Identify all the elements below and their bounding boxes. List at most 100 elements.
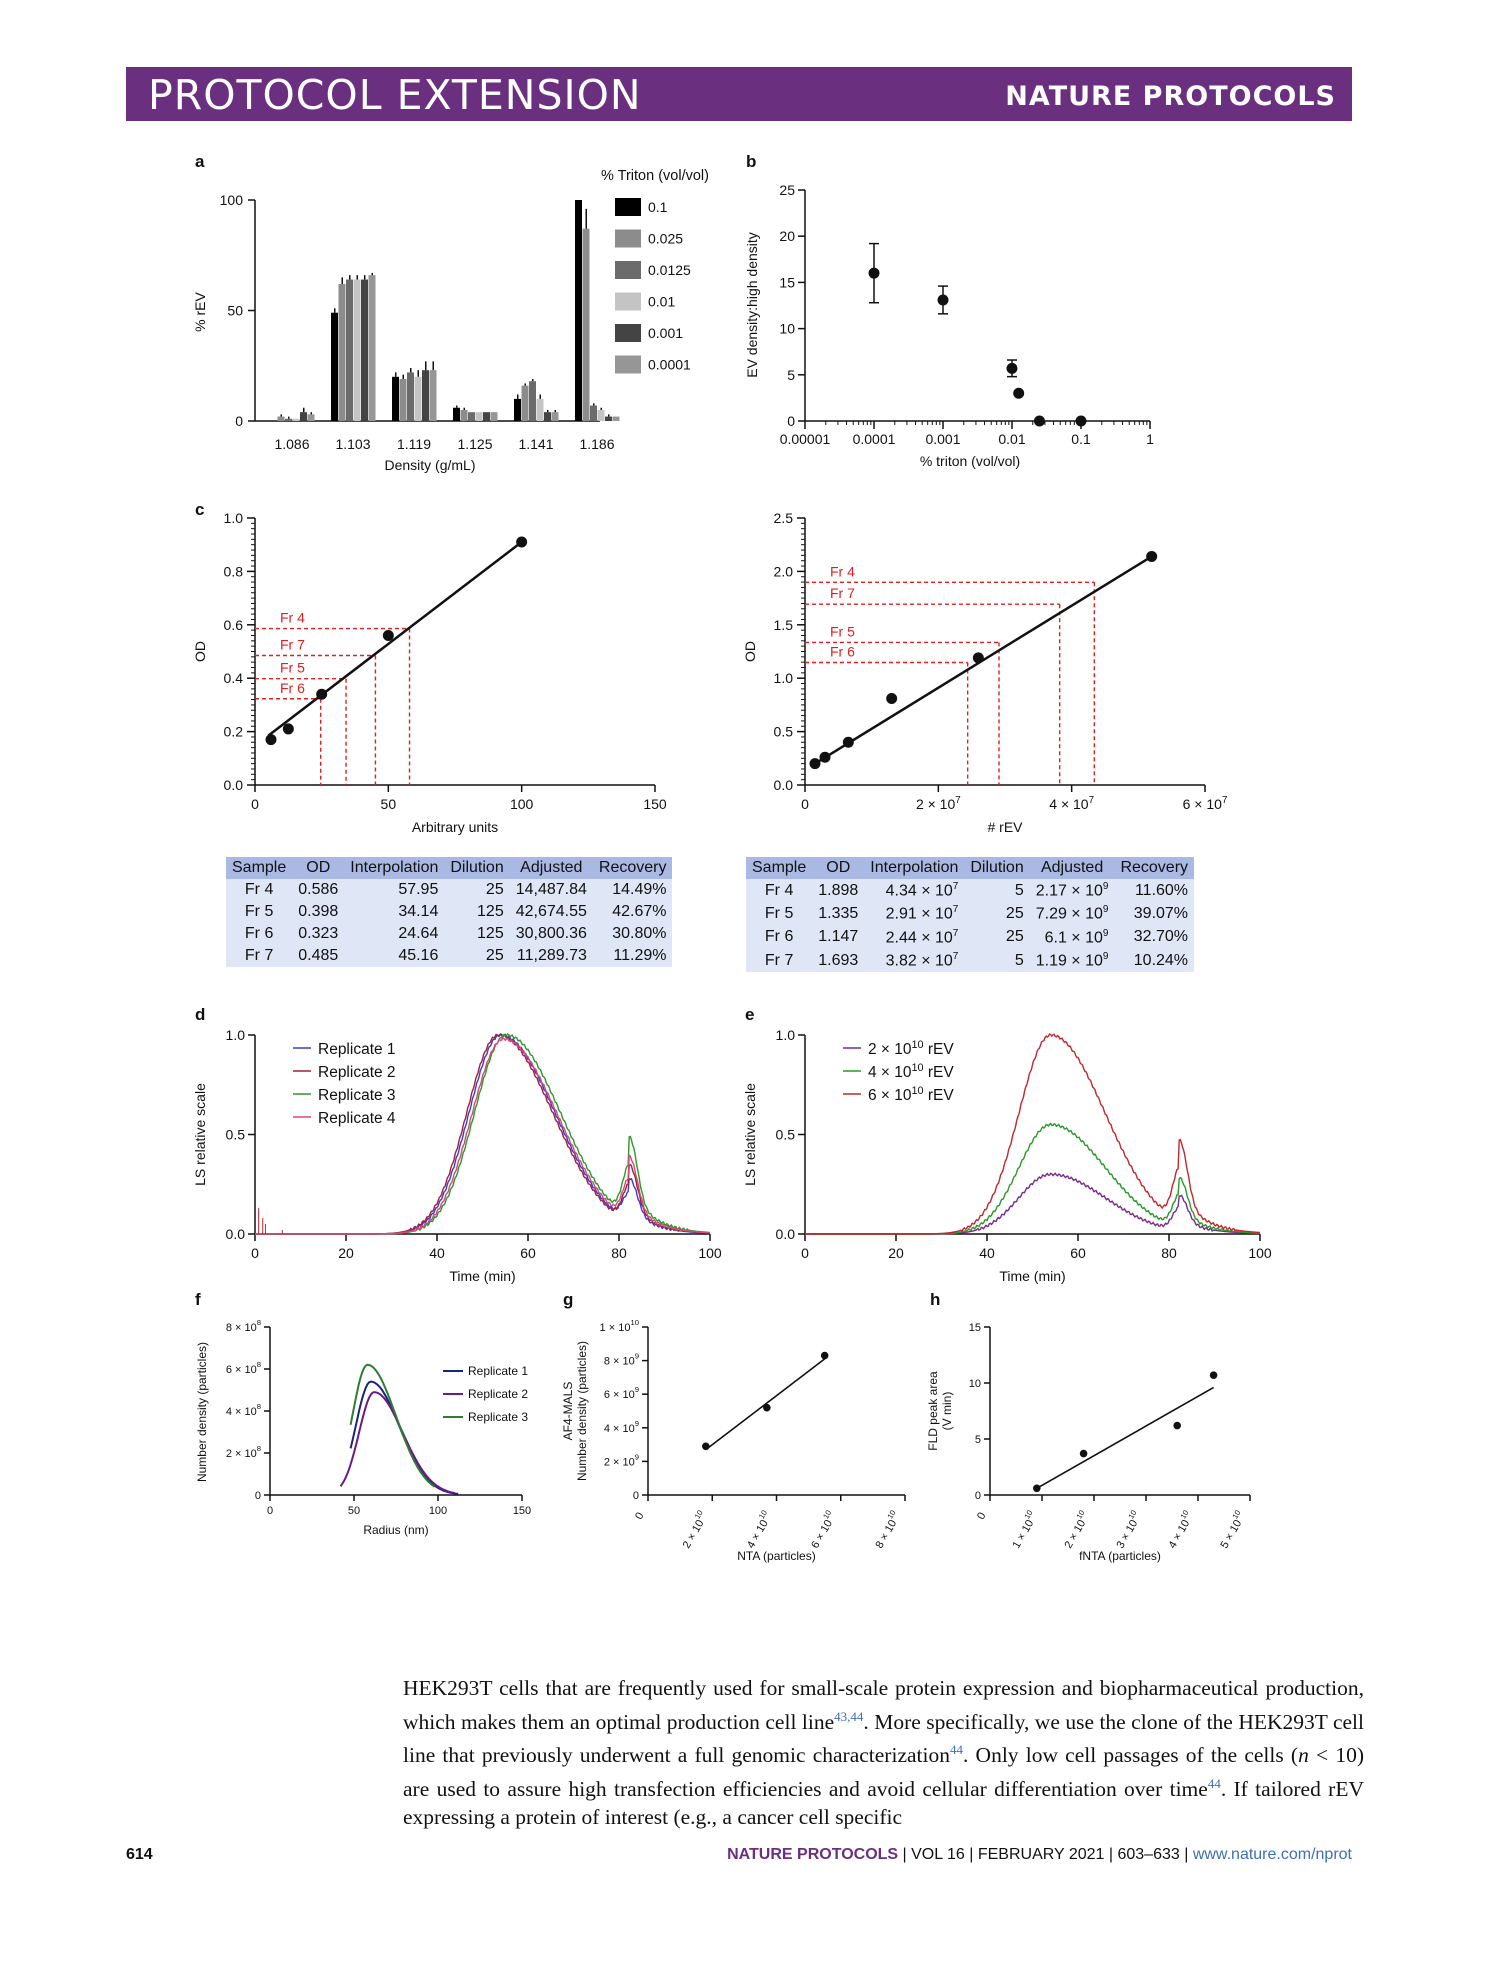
bar: [544, 412, 551, 421]
y-axis-label: LS relative scale: [742, 1083, 758, 1186]
y-axis-label: EV density:high density: [744, 232, 760, 378]
y-tick-label: 1.0: [224, 510, 244, 526]
data-point: [516, 536, 528, 548]
bar: [612, 416, 620, 421]
legend-label: Replicate 3: [468, 1410, 528, 1424]
x-axis-label: Radius (nm): [363, 1523, 428, 1537]
data-point: [886, 692, 898, 704]
data-point: [316, 688, 328, 700]
table-cell: Fr 4: [226, 879, 293, 901]
x-tick-label: 0: [251, 796, 259, 812]
data-point: [1173, 1421, 1181, 1430]
legend-swatch: [615, 355, 641, 374]
bar: [338, 283, 346, 421]
panel-label-e: e: [745, 1005, 755, 1024]
y-tick-label: 0.0: [224, 777, 244, 793]
x-axis-label: # rEV: [987, 819, 1023, 835]
body-text-4: < 10) are used to assure high transfecti…: [403, 1743, 1364, 1801]
data-point: [763, 1403, 771, 1412]
bar: [277, 416, 285, 421]
table-cell: 24.64: [344, 923, 445, 945]
body-text-3: . Only low cell passages of the cells (: [962, 1743, 1299, 1768]
x-tick-label: 150: [513, 1505, 531, 1517]
data-point: [1146, 550, 1158, 562]
y-tick-label: 6 × 109: [604, 1385, 639, 1401]
legend-label: 4 × 1010 rEV: [868, 1062, 954, 1081]
fit-line: [1036, 1386, 1214, 1489]
data-point: [1075, 415, 1087, 427]
x-tick-label: 1.186: [579, 436, 614, 452]
y-axis-label: AF4-MALS: [561, 1382, 575, 1441]
bar: [475, 412, 483, 421]
citation-1[interactable]: 43,44: [834, 1708, 864, 1724]
citation-3[interactable]: 44: [1207, 1775, 1221, 1791]
bar: [307, 414, 315, 421]
table-cell: 11.60%: [1114, 879, 1195, 903]
bar: [529, 381, 536, 421]
x-tick-label: 2 × 1010: [677, 1509, 711, 1551]
data-point: [868, 267, 880, 279]
table-row: Fr 4 0.586 57.95 25 14,487.84 14.49%: [226, 879, 673, 901]
legend-label: 2 × 1010 rEV: [868, 1039, 954, 1058]
data-point: [809, 758, 821, 770]
table-row: Fr 7 0.485 45.16 25 11,289.73 11.29%: [226, 945, 673, 967]
table-cell: 3.82 × 107: [864, 948, 965, 973]
data-point: [702, 1442, 710, 1451]
table-cell: Fr 7: [226, 945, 293, 967]
bar: [575, 200, 582, 421]
table-header-cell: Adjusted: [1029, 857, 1115, 879]
y-axis-label: OD: [192, 641, 208, 662]
data-point: [1006, 362, 1018, 374]
table-cell: 6.1 × 109: [1029, 925, 1115, 949]
footer-issue: | VOL 16 | FEBRUARY 2021 | 603–633 |: [898, 1846, 1193, 1863]
x-tick-label: 0: [251, 1245, 259, 1261]
y-tick-label: 0: [633, 1490, 639, 1502]
table-cell: 25: [444, 879, 510, 901]
y-tick-label: 15: [779, 274, 795, 290]
data-point: [972, 652, 984, 664]
legend-label: Replicate 2: [318, 1064, 396, 1081]
x-tick-label: 100: [698, 1245, 722, 1261]
table-cell: 125: [444, 923, 510, 945]
y-tick-label: 0.0: [776, 1226, 796, 1242]
bar: [490, 412, 498, 421]
legend-label: 0.0125: [648, 262, 691, 278]
footer-url[interactable]: www.nature.com/nprot: [1192, 1846, 1352, 1863]
x-tick-label: 150: [643, 796, 667, 812]
y-tick-label: 0.0: [226, 1226, 246, 1242]
table-cell: 0.586: [292, 879, 345, 901]
chromatogram-trace: [805, 1172, 1261, 1235]
legend-swatch: [615, 261, 641, 279]
table-header-cell: Interpolation: [864, 857, 965, 879]
x-tick-label: 40: [979, 1245, 995, 1261]
x-tick-label: 1 × 1010: [1007, 1509, 1041, 1551]
x-tick-label: 50: [381, 796, 397, 812]
table-cell: 34.14: [344, 901, 445, 923]
y-tick-label: 6 × 108: [226, 1360, 261, 1376]
table-cell: Fr 4: [746, 879, 813, 903]
bar: [361, 279, 368, 421]
citation-2[interactable]: 44: [949, 1742, 963, 1758]
x-tick-label: 2 × 1010: [1059, 1509, 1093, 1551]
x-tick-label: 1.141: [518, 436, 553, 452]
x-axis-label: Time (min): [999, 1268, 1065, 1284]
y-tick-label: 4 × 109: [604, 1419, 639, 1435]
x-tick-label: 0.00001: [780, 431, 831, 447]
bar: [453, 407, 460, 421]
page-number: 614: [126, 1846, 153, 1863]
y-tick-label: 15: [969, 1322, 981, 1334]
x-tick-label: 0.001: [925, 431, 960, 447]
table-cell: Fr 6: [226, 923, 293, 945]
y-tick-label: 8 × 109: [604, 1352, 639, 1368]
y-tick-label: 8 × 108: [226, 1318, 261, 1334]
bar: [407, 372, 414, 421]
x-tick-label: 0: [975, 1511, 988, 1522]
footer-citation: NATURE PROTOCOLS | VOL 16 | FEBRUARY 202…: [727, 1846, 1352, 1864]
table-cell: 1.898: [812, 879, 865, 903]
y-tick-label: 2.5: [774, 510, 794, 526]
table-cell: 7.29 × 109: [1029, 902, 1115, 926]
y-tick-label: 100: [220, 192, 244, 208]
y-axis-label: LS relative scale: [192, 1083, 208, 1186]
table-cell: 2.17 × 109: [1029, 879, 1115, 903]
journal-title: NATURE PROTOCOLS: [1005, 81, 1336, 112]
